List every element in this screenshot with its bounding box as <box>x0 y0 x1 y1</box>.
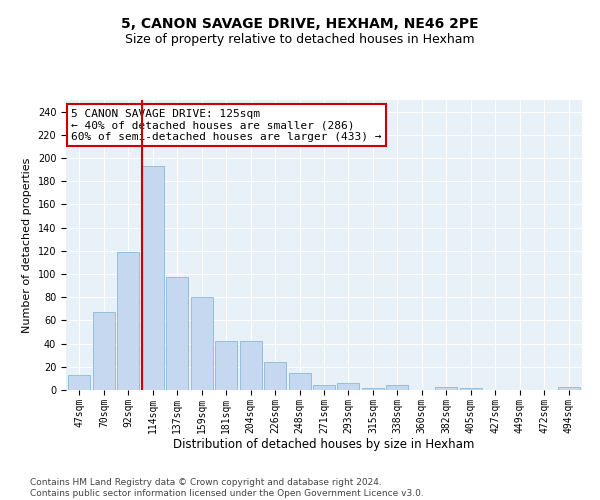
Bar <box>118 252 139 390</box>
Bar <box>435 386 457 390</box>
Bar <box>191 297 213 390</box>
Text: Contains HM Land Registry data © Crown copyright and database right 2024.
Contai: Contains HM Land Registry data © Crown c… <box>30 478 424 498</box>
Bar <box>142 166 164 390</box>
Bar <box>68 375 91 390</box>
Text: 5, CANON SAVAGE DRIVE, HEXHAM, NE46 2PE: 5, CANON SAVAGE DRIVE, HEXHAM, NE46 2PE <box>121 18 479 32</box>
Text: Size of property relative to detached houses in Hexham: Size of property relative to detached ho… <box>125 32 475 46</box>
Bar <box>337 383 359 390</box>
Bar <box>386 386 409 390</box>
Bar <box>166 278 188 390</box>
Y-axis label: Number of detached properties: Number of detached properties <box>22 158 32 332</box>
X-axis label: Distribution of detached houses by size in Hexham: Distribution of detached houses by size … <box>173 438 475 452</box>
Bar <box>313 386 335 390</box>
Bar <box>264 362 286 390</box>
Bar <box>93 312 115 390</box>
Bar <box>460 388 482 390</box>
Bar <box>289 372 311 390</box>
Bar <box>362 388 384 390</box>
Text: 5 CANON SAVAGE DRIVE: 125sqm
← 40% of detached houses are smaller (286)
60% of s: 5 CANON SAVAGE DRIVE: 125sqm ← 40% of de… <box>71 108 382 142</box>
Bar <box>239 342 262 390</box>
Bar <box>557 386 580 390</box>
Bar <box>215 342 237 390</box>
